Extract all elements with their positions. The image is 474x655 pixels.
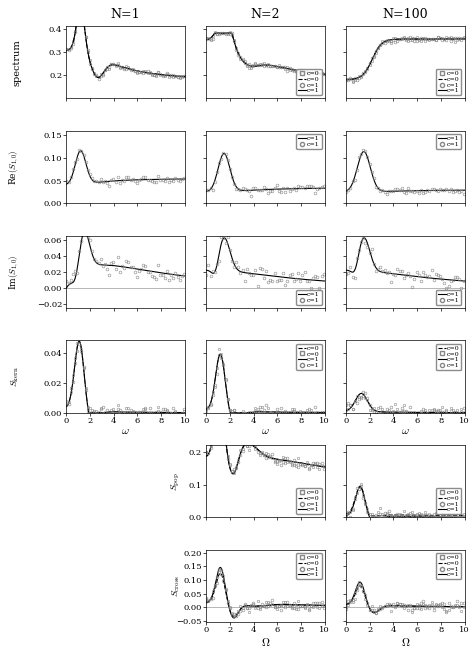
Legend: c=0, c=0, c=1, c=1: c=0, c=0, c=1, c=1: [436, 344, 461, 370]
Legend: c=0, c=0, c=1, c=1: c=0, c=0, c=1, c=1: [436, 553, 461, 579]
Title: N=100: N=100: [383, 8, 428, 21]
Title: N=2: N=2: [251, 8, 280, 21]
Legend: c=0, c=0, c=1, c=1: c=0, c=0, c=1, c=1: [436, 69, 461, 96]
Legend: c=0, c=0, c=1, c=1: c=0, c=0, c=1, c=1: [296, 69, 321, 96]
Title: N=1: N=1: [111, 8, 140, 21]
Y-axis label: $S_{\rm kern}$: $S_{\rm kern}$: [9, 366, 21, 387]
X-axis label: $\Omega$: $\Omega$: [261, 636, 270, 648]
Legend: c=1, c=1: c=1, c=1: [436, 134, 461, 149]
Legend: c=0, c=0, c=1, c=1: c=0, c=0, c=1, c=1: [296, 344, 321, 370]
Y-axis label: Re$(S_{1,0})$: Re$(S_{1,0})$: [8, 149, 21, 185]
Y-axis label: spectrum: spectrum: [12, 39, 21, 86]
Legend: c=1, c=1: c=1, c=1: [296, 134, 321, 149]
Y-axis label: Im$(S_{1,0})$: Im$(S_{1,0})$: [8, 254, 21, 290]
X-axis label: $\omega$: $\omega$: [401, 426, 410, 436]
X-axis label: $\omega$: $\omega$: [261, 426, 270, 436]
Y-axis label: $S_{\rm pop}$: $S_{\rm pop}$: [170, 472, 182, 491]
Legend: c=1, c=1: c=1, c=1: [436, 290, 461, 305]
Legend: c=1, c=1: c=1, c=1: [296, 290, 321, 305]
Legend: c=0, c=0, c=1, c=1: c=0, c=0, c=1, c=1: [296, 553, 321, 579]
Legend: c=0, c=0, c=1, c=1: c=0, c=0, c=1, c=1: [296, 488, 321, 514]
X-axis label: $\omega$: $\omega$: [121, 426, 130, 436]
Legend: c=0, c=0, c=1, c=1: c=0, c=0, c=1, c=1: [436, 488, 461, 514]
Y-axis label: $S_{\rm cross}$: $S_{\rm cross}$: [171, 575, 182, 597]
X-axis label: $\Omega$: $\Omega$: [401, 636, 410, 648]
